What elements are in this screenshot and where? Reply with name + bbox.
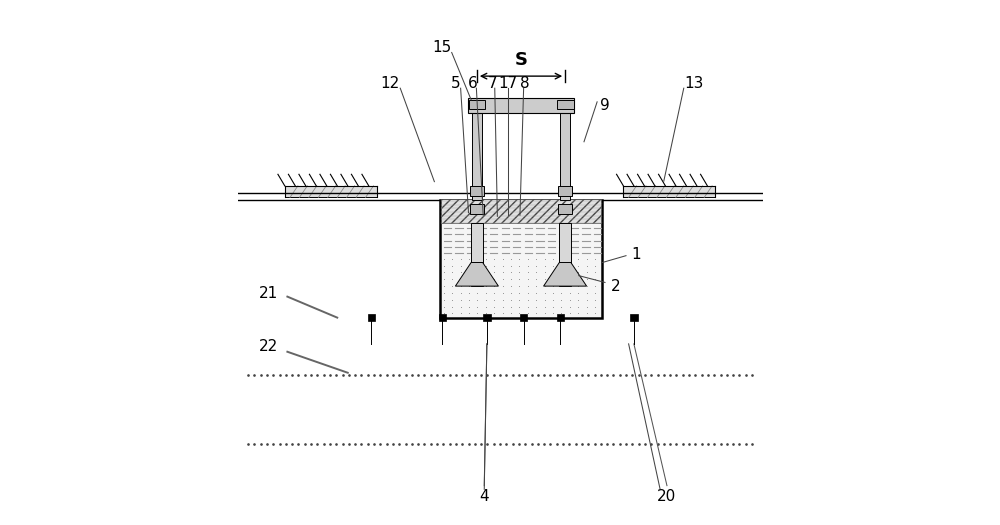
Bar [520, 314, 527, 321]
Bar [441, 200, 601, 223]
Bar [623, 186, 715, 197]
Bar [472, 100, 482, 200]
Bar [483, 314, 491, 321]
Text: 17: 17 [499, 77, 518, 91]
Bar [468, 100, 485, 109]
Bar [558, 204, 572, 214]
Bar [557, 100, 574, 109]
Bar [471, 223, 483, 286]
Text: 9: 9 [600, 98, 610, 112]
Polygon shape [455, 262, 498, 286]
Text: 5: 5 [451, 77, 460, 91]
Bar [560, 100, 570, 200]
Text: 7: 7 [487, 77, 497, 91]
Bar [470, 204, 484, 214]
Text: 15: 15 [433, 40, 452, 55]
Bar [368, 314, 375, 321]
Text: 22: 22 [259, 339, 279, 354]
Bar [558, 186, 572, 196]
Polygon shape [544, 262, 587, 286]
Bar [559, 223, 571, 286]
Bar [285, 186, 377, 197]
Text: 6: 6 [468, 77, 478, 91]
Text: 12: 12 [380, 77, 399, 91]
Bar [439, 314, 446, 321]
Text: 1: 1 [632, 247, 641, 262]
Text: 2: 2 [611, 279, 620, 293]
Bar [440, 200, 602, 318]
Text: 20: 20 [657, 489, 677, 503]
Text: 4: 4 [479, 489, 489, 503]
Bar [557, 314, 564, 321]
Text: 8: 8 [520, 77, 530, 91]
Bar [470, 186, 484, 196]
Text: 13: 13 [685, 77, 704, 91]
Text: 21: 21 [259, 287, 279, 301]
Bar [630, 314, 638, 321]
Bar [468, 98, 574, 113]
Text: S: S [514, 51, 528, 69]
